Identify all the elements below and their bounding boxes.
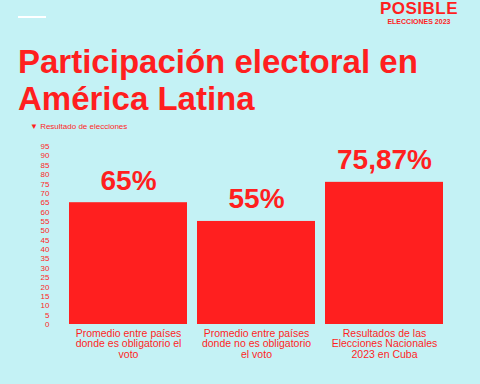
svg-text:70: 70 (41, 189, 50, 198)
svg-text:55%: 55% (228, 183, 284, 214)
svg-text:5: 5 (45, 311, 50, 320)
html-text:Participación electoral en Amé: Participación electoral en América Latin… (18, 43, 418, 117)
svg-text:45: 45 (41, 236, 50, 245)
html-text:POSIBLE: POSIBLE (379, 0, 458, 18)
svg-text:65%: 65% (100, 165, 156, 196)
svg-text:35: 35 (41, 254, 50, 263)
svg-text:30: 30 (41, 264, 50, 273)
svg-text:0: 0 (45, 320, 50, 329)
svg-text:Resultados de lasElecciones Na: Resultados de lasElecciones Nacionales20… (332, 327, 438, 360)
svg-text:20: 20 (41, 283, 50, 292)
html-text:▼ Resultado de elecciones: ▼ Resultado de elecciones (30, 122, 128, 131)
svg-text:10: 10 (41, 301, 50, 310)
svg-text:85: 85 (41, 161, 50, 170)
svg-text:65: 65 (41, 198, 50, 207)
svg-text:25: 25 (41, 273, 50, 282)
svg-text:80: 80 (41, 170, 50, 179)
svg-text:40: 40 (41, 245, 50, 254)
svg-text:95: 95 (41, 142, 50, 151)
svg-text:50: 50 (41, 226, 50, 235)
svg-text:Promedio entre paísesdonde no: Promedio entre paísesdonde no es obligat… (202, 327, 311, 360)
svg-text:Promedio entre paísesdonde es: Promedio entre paísesdonde es obligatori… (76, 327, 182, 360)
svg-text:90: 90 (41, 151, 50, 160)
html-text:ELECCIONES 2023: ELECCIONES 2023 (387, 18, 451, 25)
svg-text:55: 55 (41, 217, 50, 226)
svg-text:75: 75 (41, 180, 50, 189)
svg-text:75,87%: 75,87% (337, 144, 432, 175)
svg-text:15: 15 (41, 292, 50, 301)
svg-text:60: 60 (41, 208, 50, 217)
